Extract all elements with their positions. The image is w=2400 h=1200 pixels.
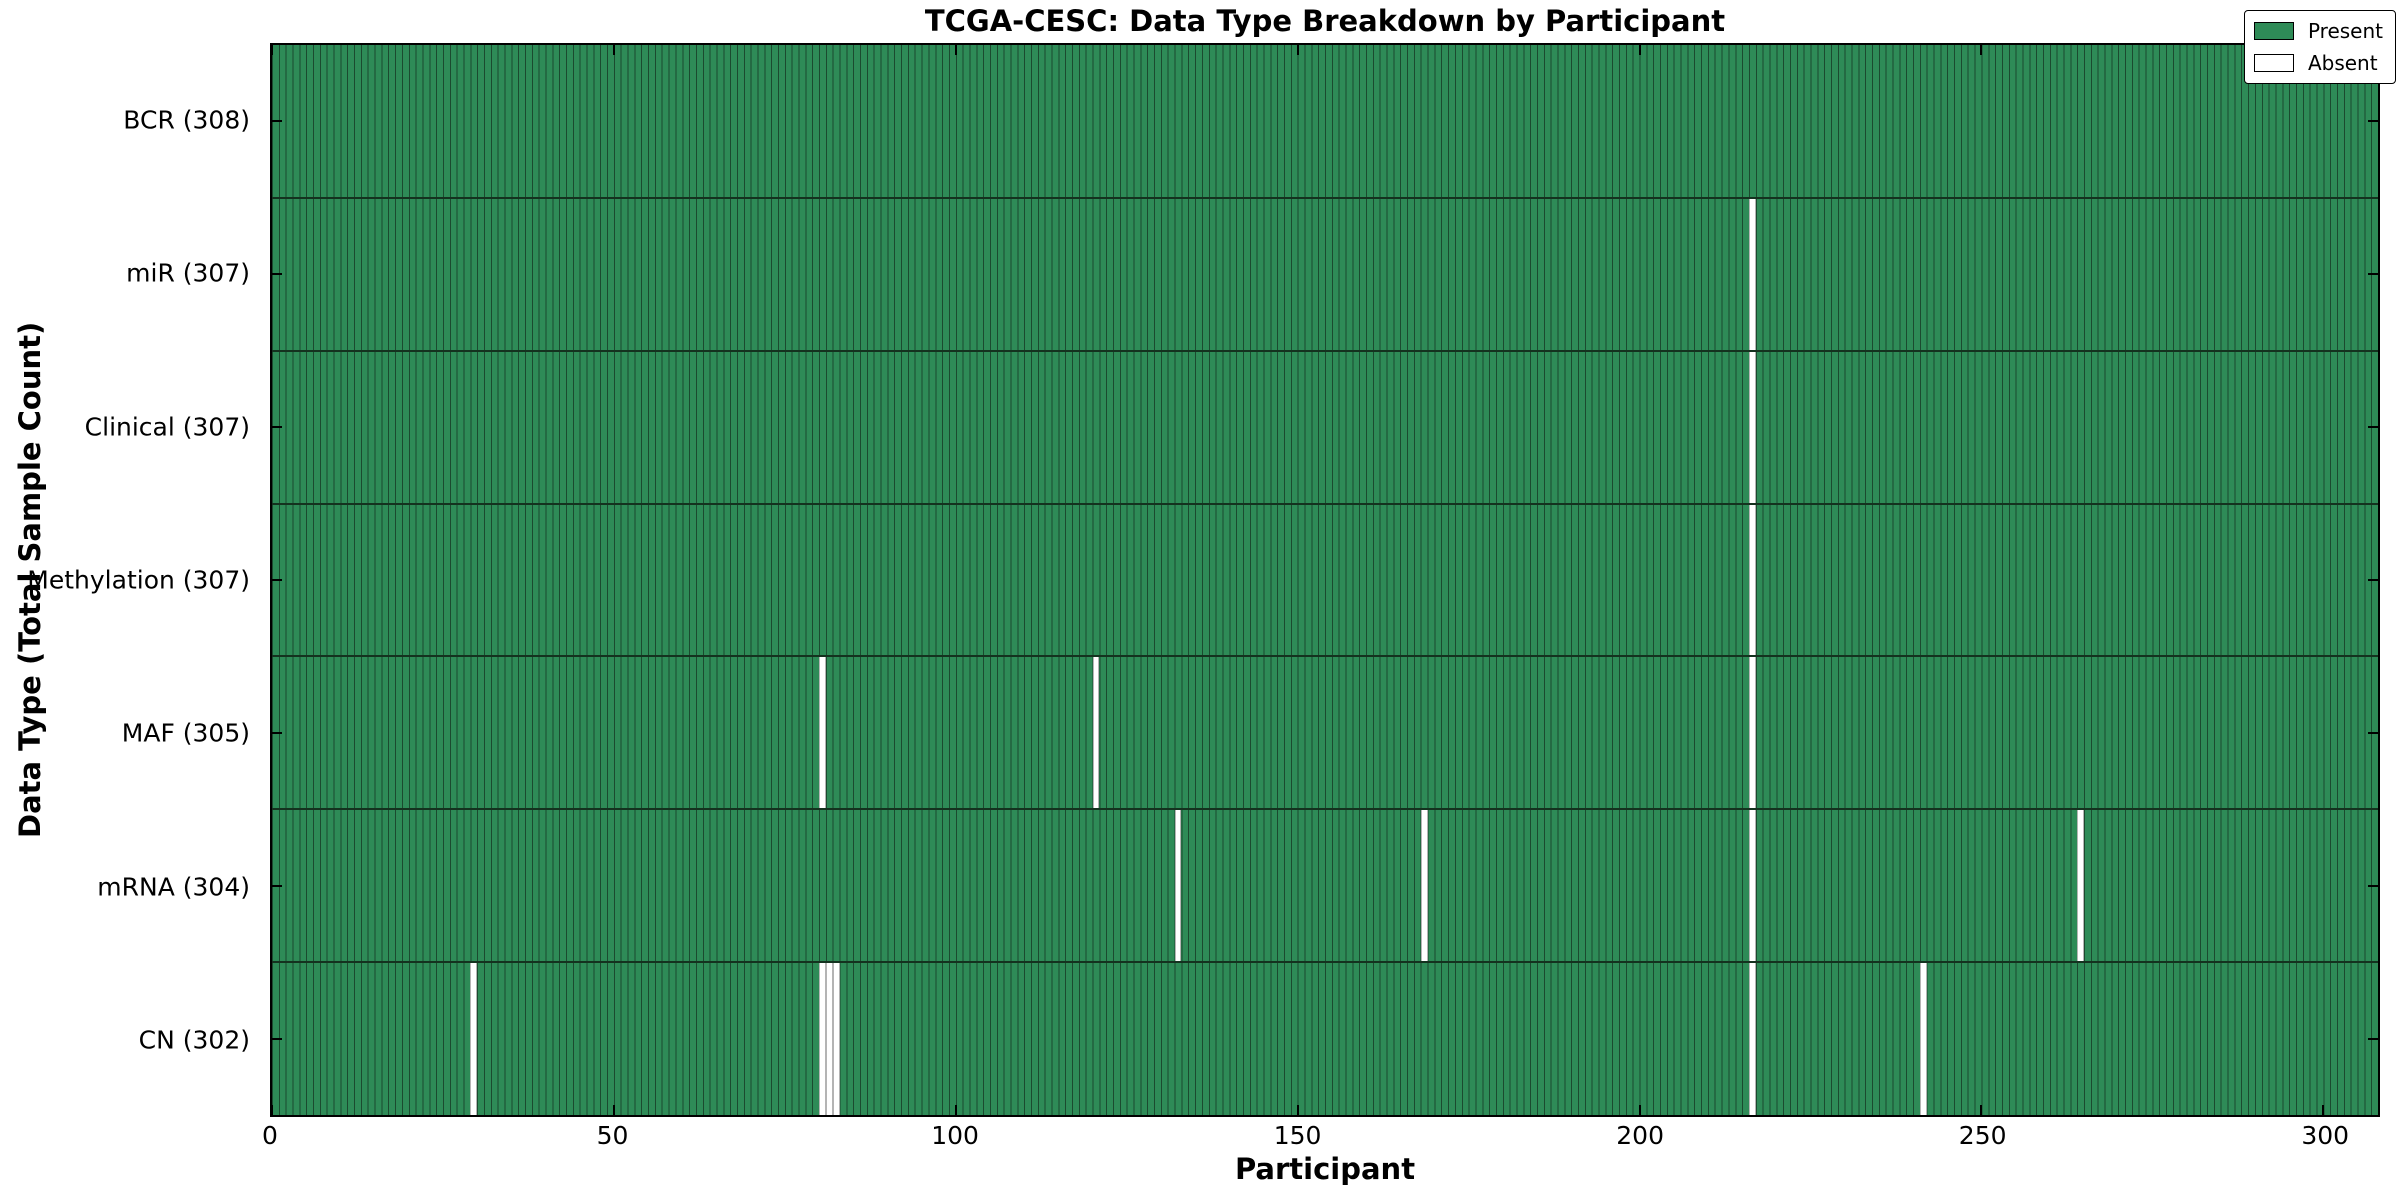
x-tick-label: 0	[262, 1121, 278, 1150]
x-tick-label: 50	[596, 1121, 629, 1150]
y-tick-mark	[2368, 579, 2378, 581]
chart-title: TCGA-CESC: Data Type Breakdown by Partic…	[924, 4, 1726, 38]
y-tick-mark	[2368, 1037, 2378, 1040]
x-tick-mark	[272, 1105, 273, 1115]
absent-bar	[1174, 809, 1182, 963]
x-tick-label: 100	[931, 1121, 979, 1150]
x-axis-label: Participant	[1234, 1152, 1416, 1186]
legend-swatch-absent	[2253, 54, 2294, 72]
absent-bar	[470, 962, 478, 1115]
plot-area	[270, 43, 2380, 1117]
y-tick-label: miR (307)	[126, 258, 250, 288]
row-divider	[272, 349, 2378, 352]
y-tick-label: BCR (308)	[123, 105, 250, 135]
y-tick-mark	[272, 273, 282, 276]
legend-entry: Absent	[2253, 51, 2383, 75]
x-axis-tick-labels: 0 50 100 150 200 250 300	[262, 1121, 2380, 1153]
absent-bar	[1748, 503, 1756, 657]
x-tick-mark	[2322, 1105, 2325, 1115]
absent-bar	[1919, 962, 1927, 1115]
x-tick-label: 200	[1616, 1121, 1664, 1150]
absent-bar	[1748, 962, 1756, 1115]
row-mir	[272, 197, 2378, 351]
x-tick-mark	[1980, 1105, 1983, 1115]
row-clinical	[272, 350, 2378, 504]
row-divider	[272, 196, 2378, 199]
row-divider	[272, 502, 2378, 505]
y-axis-tick-labels: BCR (308) miR (307) Clinical (307) Methylat…	[0, 43, 260, 1117]
y-tick-label: mRNA (304)	[97, 872, 250, 902]
x-tick-mark	[272, 45, 273, 55]
y-tick-mark	[272, 120, 282, 123]
row-divider	[272, 808, 2378, 811]
x-tick-mark	[612, 45, 615, 55]
x-tick-label: 300	[2301, 1121, 2350, 1150]
y-tick-mark	[272, 579, 282, 581]
row-divider	[272, 655, 2378, 658]
y-tick-label: Clinical (307)	[84, 412, 250, 442]
y-tick-mark	[272, 884, 282, 887]
y-tick-mark	[2368, 731, 2378, 734]
y-tick-label: Methylation (307)	[27, 565, 250, 595]
x-tick-mark	[954, 45, 957, 55]
legend: Present Absent	[2243, 10, 2396, 84]
y-tick-mark	[272, 731, 282, 734]
row-maf	[272, 656, 2378, 810]
x-tick-mark	[1638, 1105, 1641, 1115]
y-tick-mark	[2368, 120, 2378, 123]
absent-bar	[1748, 197, 1756, 351]
x-tick-mark	[954, 1105, 957, 1115]
legend-label: Absent	[2307, 51, 2378, 75]
absent-bar	[819, 656, 826, 810]
x-tick-label: 150	[1273, 1121, 1322, 1150]
absent-bar	[1748, 809, 1756, 963]
x-tick-mark	[1980, 45, 1983, 55]
absent-bar	[819, 962, 826, 1115]
x-tick-mark	[1296, 45, 1299, 55]
legend-swatch-present	[2253, 22, 2294, 40]
x-tick-mark	[1638, 45, 1641, 55]
absent-bar	[1748, 350, 1756, 504]
absent-bar	[1420, 809, 1428, 963]
y-tick-mark	[2368, 273, 2378, 276]
y-tick-label: MAF (305)	[121, 718, 250, 748]
x-tick-label: 250	[1958, 1121, 2007, 1150]
legend-label: Present	[2307, 19, 2383, 43]
absent-bar	[832, 962, 840, 1115]
absent-bar	[825, 962, 833, 1115]
y-tick-mark	[272, 426, 282, 429]
row-methylation	[272, 503, 2378, 657]
absent-bar	[1748, 656, 1756, 810]
y-tick-mark	[272, 1037, 282, 1040]
x-tick-mark	[1296, 1105, 1299, 1115]
y-tick-mark	[2368, 426, 2378, 429]
y-tick-label: CN (302)	[138, 1025, 250, 1055]
x-tick-mark	[612, 1105, 615, 1115]
legend-entry: Present	[2253, 19, 2383, 43]
y-tick-mark	[2368, 884, 2378, 887]
absent-bar	[2077, 809, 2084, 963]
row-bcr	[272, 45, 2378, 198]
absent-bar	[1092, 656, 1100, 810]
row-divider	[272, 961, 2378, 964]
row-cn	[272, 962, 2378, 1115]
row-mrna	[272, 809, 2378, 963]
